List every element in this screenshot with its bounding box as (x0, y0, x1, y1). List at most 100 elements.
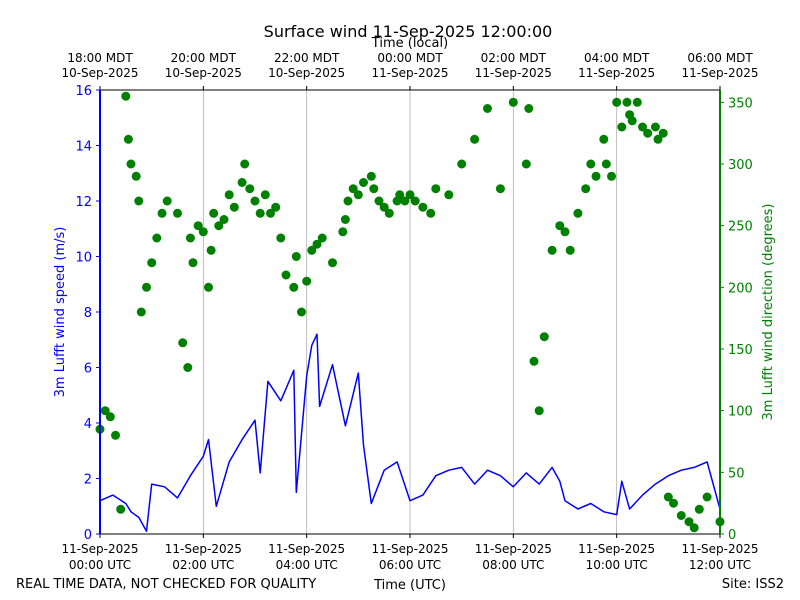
wind-direction-point (599, 134, 609, 144)
wind-direction-point (183, 363, 193, 372)
wind-direction-point (100, 406, 110, 416)
wind-direction-point (237, 178, 247, 187)
wind-direction-point (658, 128, 668, 138)
wind-direction-point (289, 282, 299, 292)
wind-direction-point (369, 184, 379, 194)
wind-direction-point (276, 233, 286, 243)
wind-direction-point (702, 492, 712, 502)
wind-direction-point (638, 122, 647, 132)
wind-direction-point (123, 134, 133, 144)
grid-layer (202, 90, 618, 534)
site-label: Site: ISS2 (722, 577, 784, 592)
wind-direction-point (131, 171, 141, 181)
wind-direction-point (410, 196, 420, 206)
top-tick-label: 10-Sep-2025 (165, 66, 242, 80)
wind-direction-point (684, 517, 694, 527)
left-y-tick-label: 6 (84, 362, 92, 377)
x-tick-label: 11-Sep-2025 (475, 542, 552, 556)
wind-direction-point (142, 282, 151, 292)
left-y-tick-label: 10 (75, 251, 92, 266)
wind-direction-point (204, 282, 213, 292)
wind-direction-point (384, 208, 394, 218)
right-y-tick-label: 300 (728, 158, 753, 173)
wind-direction-point (694, 504, 704, 514)
wind-direction-point (136, 307, 146, 317)
right-y-tick-label: 100 (728, 405, 753, 420)
top-tick-label: 11-Sep-2025 (681, 66, 758, 80)
wind-direction-point (198, 227, 208, 237)
wind-direction-point (281, 270, 291, 280)
wind-direction-point (650, 122, 660, 132)
wind-direction-point (689, 523, 699, 533)
wind-direction-point (328, 258, 337, 268)
wind-direction-point (395, 190, 405, 200)
wind-direction-point (271, 202, 281, 212)
wind-direction-point (653, 134, 663, 144)
left-y-tick-label: 14 (75, 140, 92, 155)
wind-direction-point (359, 178, 368, 187)
wind-direction-point (340, 215, 350, 224)
x-axis-label: Time (UTC) (373, 578, 446, 593)
top-tick-label: 00:00 MDT (377, 51, 443, 65)
wind-direction-point (617, 122, 627, 132)
wind-direction-point (643, 128, 653, 138)
wind-direction-point (157, 208, 167, 218)
wind-direction-point (539, 332, 549, 342)
top-tick-label: 10-Sep-2025 (268, 66, 345, 80)
wind-direction-point (317, 233, 327, 243)
wind-direction-point (495, 184, 505, 194)
right-y-tick-label: 350 (728, 96, 753, 111)
x-tick-label: 11-Sep-2025 (61, 542, 138, 556)
wind-direction-point (547, 245, 557, 255)
wind-direction-point (348, 184, 358, 194)
x-tick-label: 00:00 UTC (69, 558, 131, 572)
wind-direction-point (353, 190, 363, 200)
wind-direction-point (193, 221, 203, 231)
wind-direction-point (111, 430, 120, 440)
top-tick-label: 04:00 MDT (584, 51, 650, 65)
wind-direction-point (669, 498, 678, 508)
right-y-tick-label: 0 (728, 528, 736, 543)
wind-direction-point (627, 116, 637, 126)
wind-direction-point (400, 196, 410, 206)
top-tick-label: 11-Sep-2025 (578, 66, 655, 80)
wind-direction-point (586, 159, 596, 169)
wind-direction-point (560, 227, 570, 237)
wind-direction-point (147, 258, 157, 268)
wind-direction-point (632, 97, 642, 107)
wind-direction-point (470, 134, 480, 144)
wind-direction-point (312, 239, 322, 249)
left-y-tick-label: 16 (75, 84, 92, 99)
wind-direction-point (260, 190, 270, 200)
wind-direction-point (338, 227, 348, 237)
wind-direction-point (343, 196, 353, 206)
wind-direction-point (508, 97, 518, 107)
x-tick-label: 11-Sep-2025 (371, 542, 448, 556)
x-tick-label: 12:00 UTC (689, 558, 751, 572)
wind-direction-point (121, 91, 131, 101)
wind-direction-point (229, 202, 239, 212)
wind-direction-point (601, 159, 611, 169)
top-tick-label: 02:00 MDT (481, 51, 547, 65)
left-y-tick-label: 12 (75, 195, 92, 210)
wind-direction-point (426, 208, 436, 218)
wind-direction-point (152, 233, 162, 243)
wind-direction-point (134, 196, 144, 206)
wind-direction-point (612, 97, 622, 107)
left-y-axis-label: 3m Lufft wind speed (m/s) (53, 227, 68, 398)
top-tick-label: 20:00 MDT (171, 51, 237, 65)
chart-title: Surface wind 11-Sep-2025 12:00:00 (264, 22, 553, 41)
wind-direction-point (266, 208, 275, 218)
wind-direction-point (291, 252, 301, 261)
wind-direction-point (622, 97, 632, 107)
wind-direction-point (418, 202, 428, 212)
wind-direction-point (444, 190, 454, 200)
right-y-axis-label: 3m Lufft wind direction (degrees) (761, 204, 776, 421)
wind-direction-point (534, 406, 544, 416)
x-tick-label: 10:00 UTC (586, 558, 648, 572)
wind-direction-point (173, 208, 182, 218)
wind-direction-point (565, 245, 575, 255)
wind-direction-point (457, 159, 467, 169)
